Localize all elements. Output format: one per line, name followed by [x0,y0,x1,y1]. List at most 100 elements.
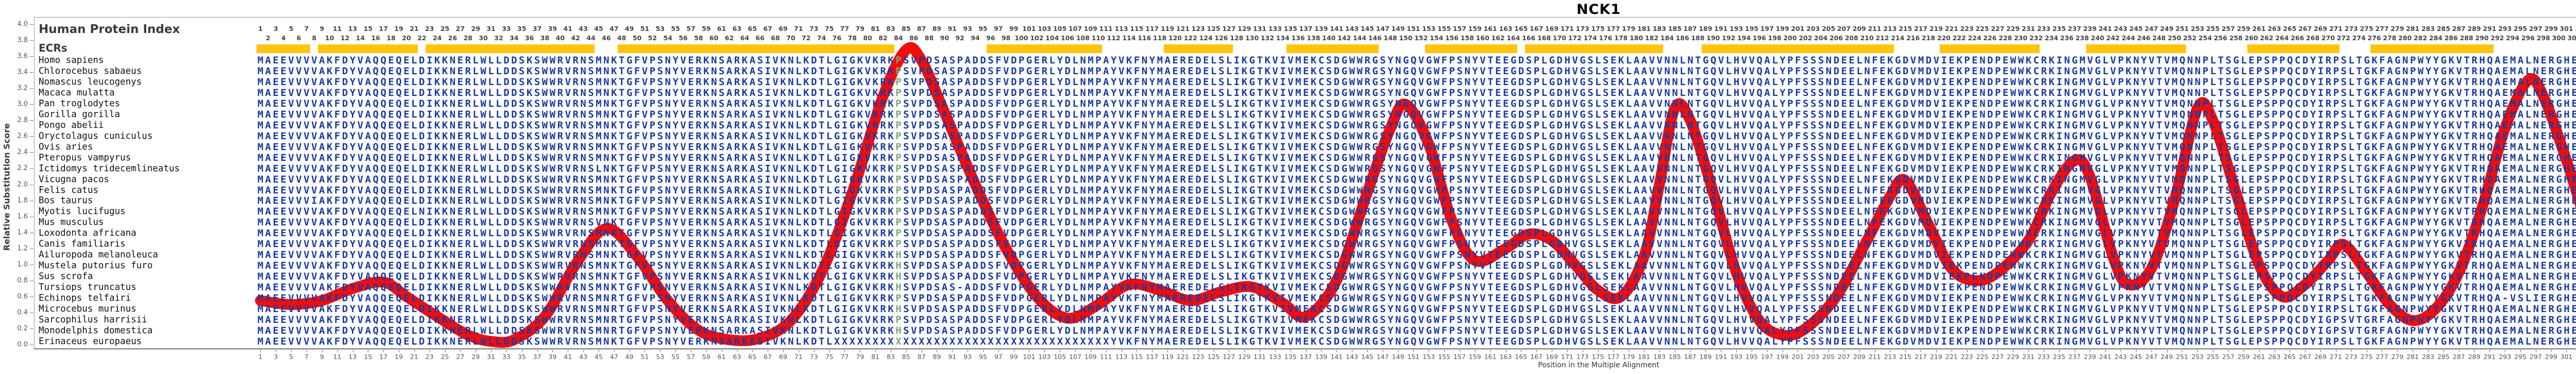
x-tick-label: 165 [1515,353,1528,361]
alignment-position-number: 12 [340,34,350,42]
alignment-position-number: 108 [1076,34,1090,42]
x-tick-label: 273 [2345,353,2358,361]
x-tick-label: 187 [1684,353,1697,361]
x-tick-label: 191 [1715,353,1727,361]
alignment-position-number: 119 [1160,25,1175,32]
species-name: Pongo abelii [39,120,104,131]
alignment-position-number: 251 [2175,25,2189,32]
sequence-row: MAEEVVVVAKFDYVAQQEQELDIKKNERLWLLDDSKSWWR… [257,87,2576,99]
x-tick-mark [2566,350,2567,352]
x-tick-mark [2228,350,2229,352]
x-tick-mark [706,350,707,352]
x-tick-label: 235 [2053,353,2065,361]
x-tick-label: 163 [1499,353,1512,361]
x-tick-label: 219 [1930,353,1942,361]
y-tick-label: 3.0 [17,100,28,108]
alignment-position-number: 92 [955,34,964,42]
x-tick-mark [1536,350,1537,352]
x-tick-label: 299 [2545,353,2557,361]
alignment-position-number: 237 [2067,25,2081,32]
alignment-position-number: 175 [1591,25,1605,32]
alignment-position-number: 133 [1268,25,1282,32]
x-tick-label: 257 [2222,353,2234,361]
conserved-site-residue: P [895,152,904,164]
x-tick-mark [2489,350,2490,352]
alignment-position-number: 266 [2291,34,2304,42]
x-tick-label: 211 [1868,353,1881,361]
alignment-position-number: 282 [2413,34,2428,42]
species-name: Mustela putorius furo [39,261,153,271]
alignment-position-number: 281 [2406,25,2420,32]
alignment-position-number: 149 [1391,25,1405,32]
y-tick-label: 1.6 [17,213,28,221]
species-name: Echinops telfairi [39,293,131,304]
alignment-position-number: 197 [1760,25,1774,32]
alignment-position-number: 160 [1476,34,1489,42]
alignment-position-number: 274 [2352,34,2366,42]
sequence-row: MAEEVVVVAKFDYVAQQEQELNIKKNERLWLLDDSKSWWR… [257,206,2576,218]
y-tick-label: 2.6 [17,132,28,140]
x-tick-label: 157 [1453,353,1466,361]
alignment-position-number: 180 [1630,34,1643,42]
alignment-position-number: 223 [1960,25,1974,32]
x-tick-mark [1644,350,1645,352]
alignment-position-number: 103 [1038,25,1052,32]
y-tick-label: 1.2 [17,245,28,253]
x-tick-mark [1244,350,1245,352]
y-tick-label: 0.6 [17,292,28,301]
alignment-position-number: 55 [671,25,680,32]
alignment-position-number: 25 [440,25,450,32]
sequence-row: MAEEVVVVAKFDYVAQQEQELDIKKNERLWLLDDSKSWWR… [257,238,2576,250]
alignment-position-number: 84 [894,34,903,42]
alignment-position-number: 289 [2467,25,2481,32]
sequence-row: MAEEVVVVAKFDYVAQQEQELDIKKNERLWLLDDSKSWWR… [257,325,2576,336]
x-tick-label: 95 [978,353,987,361]
alignment-position-number: 120 [1168,34,1182,42]
ecr-bar [2086,44,2186,53]
ecr-bar [987,44,1103,53]
alignment-position-number: 32 [494,34,503,42]
alignment-position-number: 235 [2052,25,2066,32]
alignment-position-number: 272 [2336,34,2350,42]
x-tick-label: 251 [2176,353,2189,361]
x-tick-label: 63 [733,353,741,361]
alignment-position-number: 127 [1222,25,1236,32]
alignment-position-number: 45 [594,25,603,32]
sequence-row: MAEEVVVVAKFDYVAQQEQELDIKKNERLWLLDDSKSWWR… [257,173,2576,185]
x-tick-label: 29 [471,353,480,361]
x-tick-label: 137 [1299,353,1312,361]
y-tick-label: 0.0 [17,340,28,349]
alignment-position-number: 44 [586,34,596,42]
alignment-position-number: 185 [1668,25,1682,32]
alignment-position-number: 107 [1068,25,1082,32]
species-name: Nomascus leucogenys [39,76,142,87]
alignment-position-number: 260 [2244,34,2258,42]
sequence-row: MAEEVVVIAKFDYVAQQEQELDIKKNERLWLLDDSKSWWR… [257,195,2576,207]
x-tick-label: 245 [2130,353,2142,361]
x-tick-label: 199 [1776,353,1789,361]
y-tick-label: 2.2 [17,164,28,172]
alignment-position-number: 77 [840,25,850,32]
conserved-site-residue: P [895,55,904,66]
alignment-position-number: 81 [871,25,880,32]
alignment-position-number: 259 [2236,25,2250,32]
alignment-position-number: 19 [394,25,403,32]
alignment-position-number: 20 [402,34,411,42]
alignment-position-number: 40 [555,34,565,42]
x-tick-label: 19 [395,353,403,361]
alignment-position-number: 298 [2536,34,2550,42]
alignment-position-number: 96 [986,34,995,42]
x-tick-label: 39 [548,353,557,361]
alignment-position-number: 153 [1422,25,1436,32]
alignment-position-number: 97 [994,25,1003,32]
alignment-position-number: 9 [319,25,325,32]
alignment-position-number: 11 [332,25,342,32]
x-tick-label: 47 [609,353,618,361]
sequence-row: MAEEVVVVAKFDYVAQQEQELDIKKNERLWLLDDSKSWWR… [257,303,2576,315]
alignment-position-number: 39 [548,25,557,32]
alignment-position-number: 169 [1545,25,1559,32]
x-tick-label: 81 [871,353,879,361]
alignment-position-number: 284 [2429,34,2443,42]
alignment-position-number: 182 [1645,34,1659,42]
alignment-position-number: 46 [602,34,611,42]
